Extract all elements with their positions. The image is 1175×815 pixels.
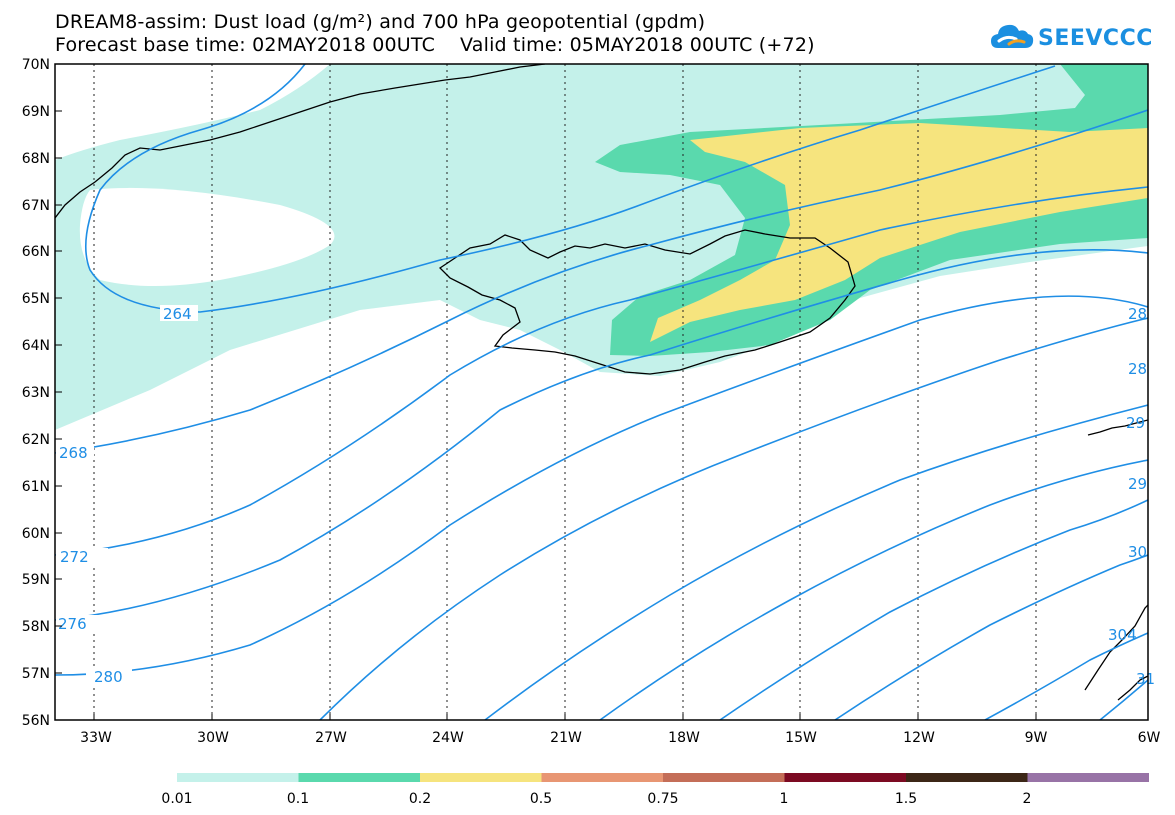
contour-label: 29 [1126,414,1145,432]
contour-labels: 264 268 272 276 280 28 28 29 29 30 304 3… [56,305,1155,688]
lat-label: 64N [22,338,50,354]
legend-label: 0.2 [409,791,431,807]
map-subtitle: Forecast base time: 02MAY2018 00UTC Vali… [55,34,815,56]
lat-label: 69N [22,104,50,120]
lat-label: 60N [22,526,50,542]
legend-swatch [906,773,1028,782]
lat-label: 61N [22,479,50,495]
legend-label: 0.1 [287,791,309,807]
lon-label: 21W [550,730,582,746]
contour-label: 29 [1128,475,1147,493]
contour-label: 31 [1136,670,1155,688]
lat-label: 68N [22,151,50,167]
lon-label: 6W [1138,730,1161,746]
cloud-icon [991,24,1034,48]
legend-label: 0.75 [647,791,678,807]
contour-label: 280 [94,668,123,686]
geopotential-contours [55,64,1148,720]
lat-label: 57N [22,666,50,682]
legend-label: 0.5 [530,791,552,807]
contour-label: 276 [58,615,87,633]
lon-label: 33W [80,730,112,746]
map-title: DREAM8-assim: Dust load (g/m²) and 700 h… [55,11,706,33]
lon-label: 27W [315,730,347,746]
lon-label: 18W [668,730,700,746]
legend-label: 0.01 [161,791,192,807]
latitude-axis: 70N 69N 68N 67N 66N 65N 64N 63N 62N 61N … [22,57,50,729]
lat-label: 65N [22,291,50,307]
seevccc-logo: SEEVCCC [990,20,1153,56]
legend-label: 1.5 [895,791,917,807]
legend-swatch [541,773,663,782]
lat-label: 66N [22,244,50,260]
lat-label: 63N [22,385,50,401]
lat-label: 70N [22,57,50,73]
longitude-axis: 33W 30W 27W 24W 21W 18W 15W 12W 9W 6W [80,730,1160,746]
dust-band-0.2 [650,123,1148,342]
legend-swatch [1027,773,1149,782]
legend-swatch [298,773,420,782]
legend-swatch [420,773,542,782]
legend-label: 2 [1023,791,1032,807]
logo-text: SEEVCCC [1038,25,1153,51]
lat-label: 58N [22,619,50,635]
lon-label: 24W [432,730,464,746]
coastline [55,64,1148,701]
dust-free-north [55,64,330,160]
greenland-coast [55,64,546,219]
contour-label: 264 [163,305,192,323]
contour-label: 268 [59,444,88,462]
axis-ticks [55,110,1037,720]
legend-labels: 0.01 0.1 0.2 0.5 0.75 1 1.5 2 [161,791,1031,807]
legend-swatch [663,773,785,782]
lon-label: 15W [785,730,817,746]
lat-label: 59N [22,572,50,588]
iceland-coast [438,229,856,375]
contour-label: 272 [60,548,89,566]
lat-label: 67N [22,198,50,214]
norway-coast-north [1087,419,1148,436]
contour-label: 28 [1128,305,1147,323]
color-legend [177,773,1149,782]
contour-label: 30 [1128,543,1147,561]
lat-label: 56N [22,713,50,729]
dust-free-zone [79,187,335,286]
contour-label: 28 [1128,360,1147,378]
lon-label: 30W [197,730,229,746]
lat-label: 62N [22,432,50,448]
norway-coast-south [1084,604,1148,701]
lon-label: 12W [903,730,935,746]
contour-label: 304 [1108,626,1137,644]
legend-label: 1 [780,791,789,807]
legend-swatch [177,773,299,782]
lon-label: 9W [1025,730,1048,746]
legend-swatch [784,773,906,782]
